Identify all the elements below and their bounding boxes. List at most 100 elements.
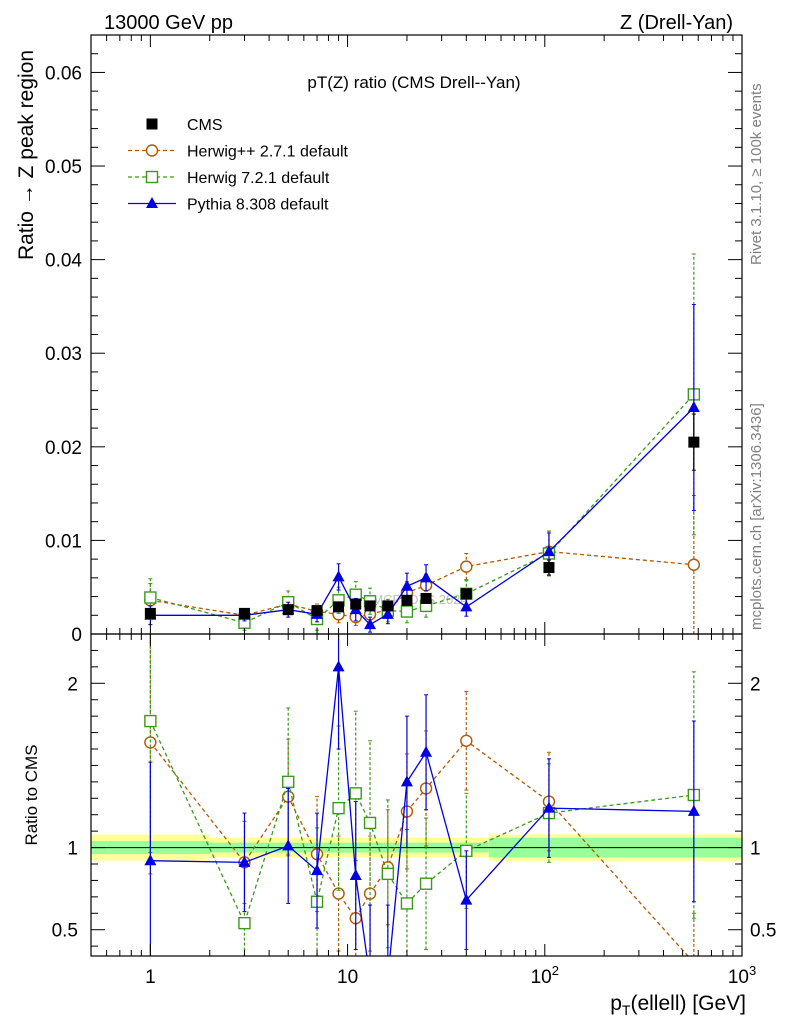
xlabel: pT(ellell) [GeV] (610, 992, 746, 1018)
y-tick-label: 0.5 (52, 921, 78, 942)
main-point-cms (460, 588, 472, 600)
chart-title: pT(Z) ratio (CMS Drell--Yan) (307, 73, 520, 92)
ratio-point-herwig7 (238, 916, 251, 930)
ratio-point-pythia (364, 973, 376, 984)
main-point-pythia (400, 579, 413, 591)
main-point-herwigpp (460, 560, 473, 573)
legend-item-herwigpp: Herwig++ 2.7.1 default (128, 144, 349, 161)
ratio-line-herwig7 (149, 720, 694, 925)
rivet-version-label: Rivet 3.1.10, ≥ 100k events (748, 83, 765, 265)
main-point-pythia (332, 570, 345, 582)
y-tick-label: 0.06 (45, 63, 82, 84)
main-point-cms (238, 607, 250, 619)
legend-label-cms: CMS (187, 117, 223, 134)
ratio-point-pythia (400, 775, 413, 787)
y-tick-label: 1 (67, 839, 78, 860)
y-tick-label: 0.01 (45, 531, 82, 552)
main-point-cms (333, 601, 345, 613)
y-tick-label: 0.04 (45, 251, 82, 272)
main-point-pythia (420, 571, 433, 583)
legend-marker-cms (146, 118, 158, 130)
main-point-cms (688, 436, 700, 448)
main-point-cms (543, 562, 555, 574)
ratio-point-herwig7 (381, 867, 395, 881)
main-point-herwig7 (144, 591, 157, 604)
ratio-point-herwig7 (144, 714, 157, 728)
main-point-pythia (364, 618, 377, 630)
ratio-point-pythia (420, 745, 433, 757)
legend-label-herwig7: Herwig 7.2.1 default (187, 170, 330, 187)
ratio-point-herwig7 (363, 816, 377, 830)
legend-label-herwigpp: Herwig++ 2.7.1 default (187, 144, 349, 161)
x-tick-label: 1 (145, 967, 156, 988)
legend-marker-herwig7 (145, 170, 159, 184)
ratio-point-pythia (460, 893, 473, 905)
main-series-herwigpp (144, 494, 701, 634)
legend: CMS Herwig++ 2.7.1 default Herwig 7.2.1 de… (128, 117, 349, 214)
ratio-point-pythia (311, 864, 324, 876)
ratio-point-herwigpp (460, 734, 473, 747)
legend-label-pythia: Pythia 8.308 default (187, 197, 329, 214)
mcplots-reference-label: mcplots.cern.ch [arXiv:1306.3436] (748, 403, 765, 630)
main-point-herwigpp (687, 558, 701, 571)
main-point-cms (401, 594, 413, 606)
y-tick-label-right: 2 (750, 674, 761, 695)
watermark: MCPLOTS 2024 (372, 592, 467, 607)
main-point-cms (382, 600, 394, 612)
ratio-point-pythia (687, 804, 700, 816)
main-point-pythia (687, 401, 700, 413)
legend-item-herwig7: Herwig 7.2.1 default (128, 170, 330, 187)
main-point-cms (311, 605, 323, 617)
ratio-series-group (144, 634, 701, 984)
main-point-pythia (381, 607, 394, 619)
y-tick-label-right: 1 (750, 839, 761, 860)
y-tick-label: 0.03 (45, 344, 82, 365)
y-tick-label: 2 (67, 674, 78, 695)
ratio-point-herwig7 (419, 877, 433, 890)
main-ylabel: Ratio → Z peak region (15, 50, 38, 260)
legend-item-pythia: Pythia 8.308 default (128, 197, 329, 214)
header-right: Z (Drell-Yan) (620, 12, 733, 34)
ratio-point-pythia (332, 660, 345, 672)
x-tick-label: 10 (337, 967, 358, 988)
main-point-cms (364, 600, 376, 612)
ratio-point-herwig7 (400, 897, 414, 910)
main-point-herwig7 (400, 605, 414, 618)
main-series-group (144, 253, 701, 634)
ratio-point-herwigpp (688, 957, 699, 968)
ratio-point-herwig7 (349, 787, 362, 800)
ratio-frame (90, 633, 743, 957)
main-point-pythia (542, 545, 555, 557)
y-tick-label: 0 (71, 625, 82, 646)
ratio-ylabel: Ratio to CMS (22, 744, 41, 845)
x-tick-label: 102 (531, 963, 559, 988)
axes-group: 1 10 102 103 0 0.01 0.02 0.03 0.04 0.05 0.06 0.5 0.5… (45, 34, 776, 988)
ratio-point-pythia (238, 855, 251, 867)
ratio-series-herwigpp (144, 634, 699, 968)
main-point-cms (144, 607, 156, 619)
ratio-point-pythia (144, 854, 157, 866)
legend-item-cms: CMS (146, 117, 223, 134)
ratio-point-herwig7 (332, 801, 345, 815)
main-point-cms (420, 592, 432, 604)
main-series-cms (144, 413, 700, 619)
ratio-point-pythia (282, 839, 295, 851)
y-tick-label: 0.05 (45, 157, 82, 178)
y-tick-label: 0.02 (45, 438, 82, 459)
ratio-point-pythia (382, 973, 394, 984)
ratio-line-pythia (150, 666, 694, 956)
ratio-point-pythia (349, 869, 362, 880)
main-series-herwig7 (144, 253, 701, 631)
x-tick-label: 103 (728, 963, 756, 988)
header-left: 13000 GeV pp (104, 12, 233, 34)
main-point-cms (282, 604, 294, 616)
legend-marker-herwigpp (145, 144, 159, 157)
ratio-point-herwig7 (282, 775, 295, 789)
ratio-series-pythia (144, 634, 700, 984)
legend-marker-pythia (146, 197, 158, 208)
main-point-cms (350, 598, 362, 610)
y-tick-label-right: 0.5 (750, 921, 776, 942)
main-point-pythia (460, 600, 473, 612)
ratio-point-pythia (542, 801, 555, 813)
